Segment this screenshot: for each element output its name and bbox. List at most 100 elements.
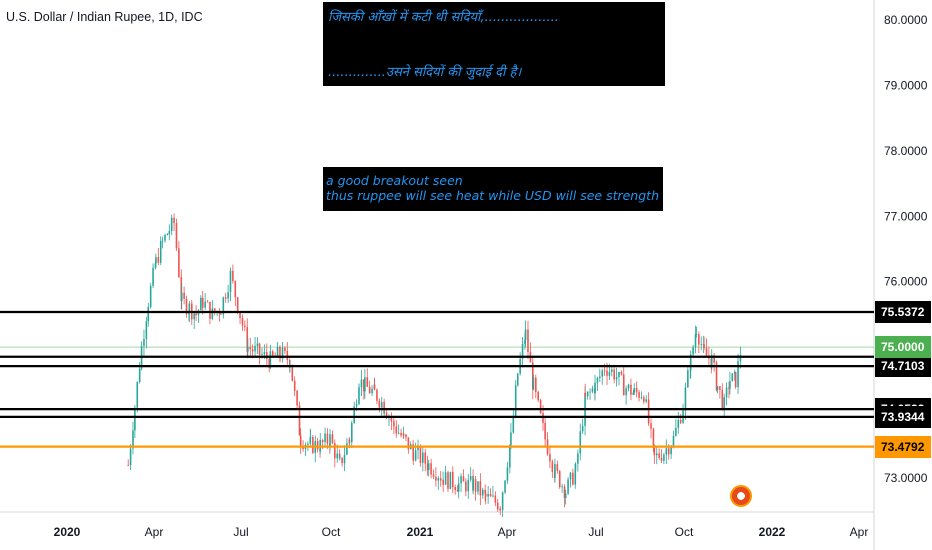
candle-284 xyxy=(723,393,725,416)
candle-268 xyxy=(692,345,694,357)
candle-64 xyxy=(268,355,270,373)
candle-59 xyxy=(256,337,259,355)
candle-86 xyxy=(312,435,314,455)
candle-206 xyxy=(556,460,559,474)
candle-275 xyxy=(705,338,708,356)
breakout-note-box[interactable]: a good breakout seen thus ruppee will se… xyxy=(323,167,663,211)
candle-169 xyxy=(479,473,482,506)
candle-288 xyxy=(731,373,734,382)
candle-42 xyxy=(218,308,221,322)
candle-119 xyxy=(376,388,378,405)
candle-142 xyxy=(422,445,424,472)
candle-164 xyxy=(469,467,472,483)
y-tick-label-4: 77.0000 xyxy=(884,209,928,223)
candle-152 xyxy=(442,479,444,493)
candle-289 xyxy=(733,369,736,381)
candle-34 xyxy=(200,295,202,311)
candle-115 xyxy=(368,380,371,394)
candle-228 xyxy=(601,368,604,385)
candle-19 xyxy=(168,224,171,241)
x-tick-label-7: Oct xyxy=(675,525,694,539)
candle-256 xyxy=(665,439,668,465)
level-tag-75.5372: 75.5372 xyxy=(875,300,931,323)
candle-145 xyxy=(427,459,430,477)
candle-45 xyxy=(224,292,227,303)
candle-53 xyxy=(244,320,246,332)
candle-215 xyxy=(574,462,577,473)
candle-4 xyxy=(136,381,139,413)
candle-291 xyxy=(737,353,739,394)
candle-172 xyxy=(484,490,487,505)
candle-76 xyxy=(291,364,294,382)
y-tick-label-7: 80.0000 xyxy=(884,13,928,27)
candle-218 xyxy=(581,418,584,435)
candle-175 xyxy=(492,485,494,498)
candle-171 xyxy=(484,484,486,502)
candle-192 xyxy=(527,320,529,360)
candle-0 xyxy=(127,459,129,467)
candle-265 xyxy=(687,366,689,388)
candle-88 xyxy=(316,437,319,453)
candle-220 xyxy=(584,383,587,399)
candle-10 xyxy=(149,283,152,309)
candle-209 xyxy=(563,484,566,508)
candle-161 xyxy=(462,469,465,482)
candle-193 xyxy=(529,342,532,363)
candle-187 xyxy=(516,372,519,387)
candle-222 xyxy=(589,388,591,401)
candle-39 xyxy=(211,300,214,321)
candle-56 xyxy=(249,337,252,358)
candle-77 xyxy=(293,376,296,397)
candle-156 xyxy=(452,466,454,494)
candle-96 xyxy=(331,430,334,445)
candle-18 xyxy=(166,233,169,236)
candle-147 xyxy=(432,469,435,480)
candle-173 xyxy=(487,485,489,504)
candle-207 xyxy=(558,469,561,489)
candle-223 xyxy=(591,385,594,394)
candle-116 xyxy=(371,385,373,397)
breakout-note-line-2: thus ruppee will see heat while USD will… xyxy=(326,188,659,203)
y-tick-label-6: 79.0000 xyxy=(884,78,928,92)
candle-129 xyxy=(395,420,398,438)
candle-100 xyxy=(338,454,341,461)
candle-255 xyxy=(663,452,665,465)
candle-210 xyxy=(564,489,567,505)
candle-208 xyxy=(561,483,563,493)
candle-97 xyxy=(334,439,336,468)
candle-281 xyxy=(716,386,719,394)
candle-128 xyxy=(393,419,395,434)
candle-16 xyxy=(161,236,164,249)
hindi-note-box[interactable]: जिसकी आँखों में कटी थी सदियाँ,..........… xyxy=(323,2,665,86)
candle-274 xyxy=(703,336,705,351)
candle-49 xyxy=(234,280,237,307)
candle-106 xyxy=(350,420,353,448)
candle-183 xyxy=(509,444,511,474)
candle-261 xyxy=(677,411,680,434)
candle-15 xyxy=(159,236,162,266)
candle-148 xyxy=(435,467,437,487)
candle-111 xyxy=(360,370,363,396)
candle-244 xyxy=(638,389,640,402)
candle-17 xyxy=(164,233,166,243)
level-tag-73.4792: 73.4792 xyxy=(875,435,931,458)
x-tick-label-8: 2022 xyxy=(759,525,786,539)
candle-234 xyxy=(615,367,618,387)
candle-254 xyxy=(660,449,663,463)
candle-200 xyxy=(544,417,546,446)
candle-211 xyxy=(567,477,569,496)
level-tag-74.7103: 74.7103 xyxy=(875,355,931,378)
candle-201 xyxy=(546,432,549,456)
candle-170 xyxy=(481,487,484,499)
candle-282 xyxy=(719,386,721,399)
us-flag-icon[interactable] xyxy=(730,485,752,507)
candle-263 xyxy=(682,403,684,424)
level-tag-73.9344: 73.9344 xyxy=(875,405,931,428)
candle-121 xyxy=(380,396,383,417)
candle-245 xyxy=(640,391,643,400)
candle-51 xyxy=(239,312,241,324)
x-tick-label-5: Apr xyxy=(498,525,517,539)
candle-120 xyxy=(378,398,381,413)
candle-20 xyxy=(170,214,173,236)
